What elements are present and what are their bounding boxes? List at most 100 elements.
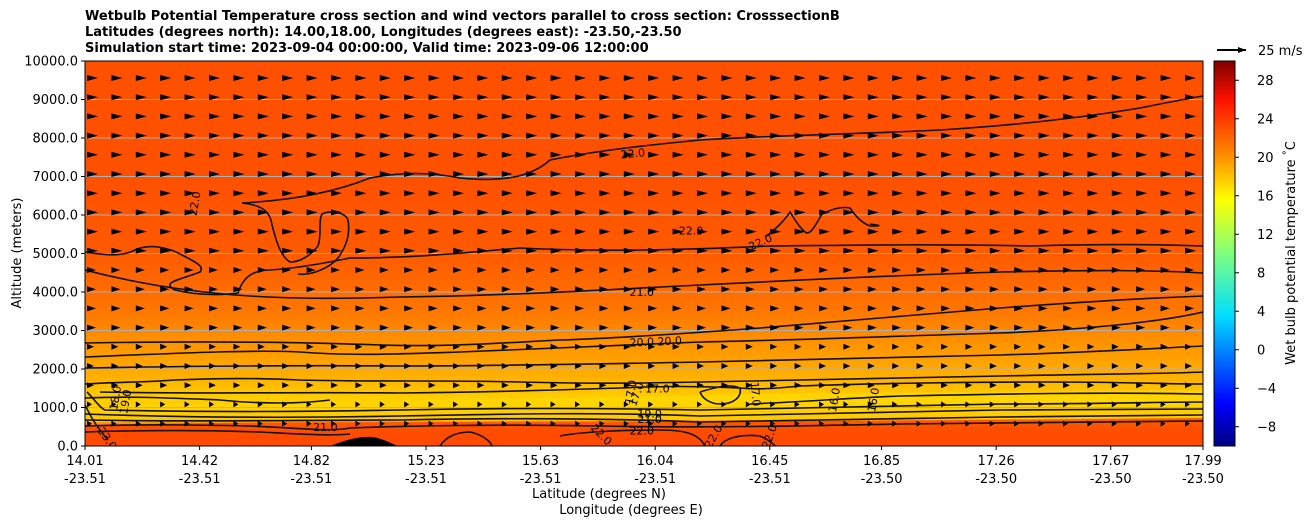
- wind-vector: [1185, 382, 1192, 389]
- wind-vector: [550, 382, 558, 389]
- wind-vector: [1014, 171, 1026, 177]
- wind-vector: [257, 151, 269, 158]
- wind-vector: [355, 75, 367, 81]
- wind-vector: [941, 75, 952, 81]
- wind-vector: [623, 382, 631, 389]
- wind-vector: [355, 228, 367, 235]
- wind-vector: [404, 286, 414, 293]
- wind-vector: [306, 343, 314, 350]
- wind-vector: [379, 267, 389, 273]
- wind-vector: [697, 324, 706, 331]
- wind-vector: [1160, 247, 1172, 254]
- wind-vector: [282, 75, 294, 81]
- wind-vector: [965, 267, 975, 273]
- wind-vector: [941, 151, 952, 158]
- wind-vector: [428, 401, 434, 408]
- wind-vector: [599, 363, 607, 369]
- wind-vector: [477, 267, 487, 273]
- wind-vector: [1111, 247, 1123, 254]
- wind-vector: [623, 94, 635, 101]
- wind-vector: [843, 247, 855, 254]
- wind-vector: [1087, 305, 1097, 312]
- wind-vector: [965, 363, 973, 369]
- wind-vector: [843, 343, 851, 350]
- wind-vector: [550, 171, 562, 177]
- wind-vector: [867, 151, 879, 158]
- wind-vector: [672, 94, 684, 101]
- wind-vector: [1063, 343, 1070, 350]
- wind-vector: [672, 171, 684, 177]
- wind-vector: [1136, 247, 1148, 254]
- wind-vector: [209, 247, 220, 254]
- x-tick-label-lat: 17.26: [978, 454, 1015, 469]
- wind-vector: [87, 324, 96, 331]
- wind-vector: [331, 382, 338, 389]
- wind-vector: [770, 247, 782, 254]
- wind-vector: [111, 171, 123, 177]
- wind-vector: [453, 94, 464, 101]
- wind-vector: [770, 286, 780, 293]
- wind-vector: [1087, 151, 1099, 158]
- wind-vector: [550, 363, 558, 369]
- wind-vector: [843, 171, 855, 177]
- wind-vector: [184, 363, 192, 369]
- wind-vector: [721, 209, 733, 216]
- wind-vector: [575, 286, 584, 293]
- wind-vector: [111, 151, 123, 158]
- wind-vector: [1087, 94, 1099, 101]
- wind-vector: [843, 324, 853, 331]
- wind-vector: [989, 171, 1001, 177]
- wind-vector: [819, 151, 830, 158]
- wind-vector: [575, 190, 586, 197]
- wind-vector: [1111, 171, 1123, 177]
- wind-vector: [1111, 401, 1117, 408]
- wind-vector: [453, 75, 464, 81]
- wind-vector: [965, 343, 973, 350]
- wind-vector: [135, 363, 143, 369]
- wind-vector: [306, 151, 318, 158]
- wind-vector: [819, 228, 830, 235]
- wind-vector: [794, 94, 806, 101]
- wind-vector: [1063, 305, 1072, 312]
- chart-title-line-1: Wetbulb Potential Temperature cross sect…: [85, 9, 840, 24]
- wind-vector: [892, 420, 898, 427]
- x-tick-label-lon: -23.51: [520, 472, 562, 487]
- wind-vector: [1038, 324, 1048, 331]
- wind-vector: [1160, 132, 1172, 139]
- wind-vector: [941, 267, 950, 273]
- wind-vector: [745, 382, 753, 389]
- wind-vector: [135, 343, 143, 350]
- wind-vector: [355, 420, 361, 427]
- wind-vector: [1063, 267, 1072, 273]
- contour-22-dip-2: [719, 434, 776, 446]
- wind-vector: [1063, 75, 1074, 81]
- wind-vector: [1185, 132, 1196, 139]
- wind-vector: [1111, 324, 1121, 331]
- wind-vector: [306, 247, 318, 254]
- wind-vector: [428, 209, 440, 216]
- wind-vector: [819, 286, 828, 293]
- wind-vector: [111, 267, 121, 273]
- wind-vector: [135, 113, 147, 120]
- wind-vector: [989, 228, 1001, 235]
- wind-vector: [916, 113, 928, 120]
- contour-labels: 22.022.022.022.021.020.0 20.017.017.0 17.0…: [95, 146, 883, 446]
- wind-vector: [526, 267, 536, 273]
- wind-vector: [1063, 151, 1074, 158]
- wind-vector: [721, 228, 733, 235]
- wind-vector: [989, 401, 995, 408]
- wind-vector: [379, 363, 387, 369]
- wind-vector: [843, 94, 855, 101]
- wind-vector: [501, 420, 507, 427]
- wind-vector: [1038, 343, 1046, 350]
- wind-vector: [1160, 171, 1172, 177]
- wind-vector: [1111, 94, 1123, 101]
- wind-vector: [184, 113, 196, 120]
- wind-vector: [892, 363, 900, 369]
- wind-vector: [257, 171, 269, 177]
- contour-23: [85, 404, 109, 441]
- wind-vector: [355, 382, 363, 389]
- wind-vector: [794, 401, 800, 408]
- wind-vector: [941, 113, 952, 120]
- wind-vector: [1185, 286, 1194, 293]
